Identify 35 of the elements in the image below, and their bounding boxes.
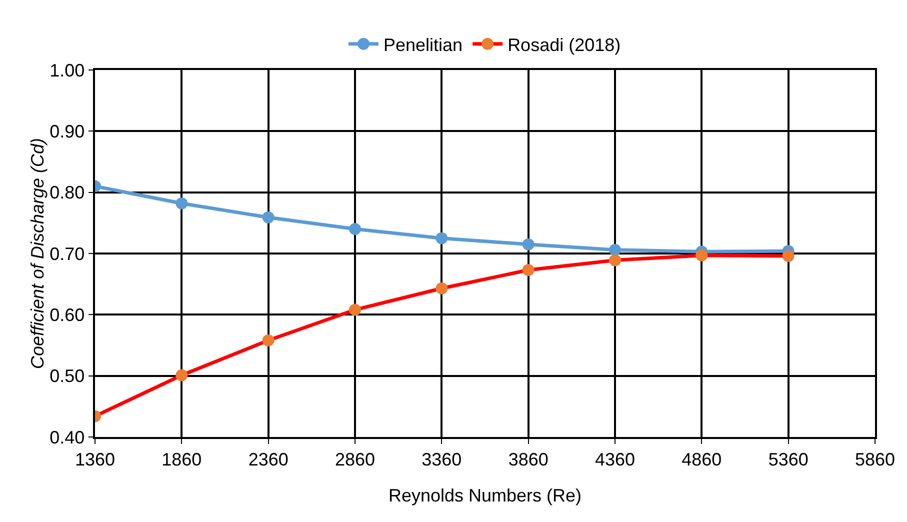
point [609, 244, 621, 256]
y-axis-title: Coefficient of Discharge (Cd) [28, 138, 48, 370]
y-tick-label: 1.00 [50, 60, 85, 80]
x-tick-label: 4860 [682, 449, 722, 470]
point [782, 250, 794, 262]
x-tick-label: 5860 [854, 449, 896, 470]
x-tick-label: 5360 [768, 449, 808, 470]
y-tick-label: 0.90 [50, 121, 85, 142]
legend-label: Penelitian [384, 34, 463, 55]
point [522, 238, 534, 250]
x-tick-label: 3360 [422, 449, 462, 470]
point [436, 232, 448, 244]
point [176, 197, 188, 210]
y-tick-label: 0.40 [50, 427, 85, 448]
point [262, 334, 274, 346]
x-tick-label: 2360 [248, 449, 288, 470]
y-tick-label: 0.70 [50, 244, 85, 264]
point [696, 249, 708, 262]
x-tick-label: 4360 [594, 449, 636, 470]
point [436, 282, 448, 294]
y-tick-label: 0.50 [50, 366, 85, 386]
point [609, 254, 621, 266]
x-tick-label: 3860 [508, 449, 548, 470]
x-axis-title: Reynolds Numbers (Re) [388, 486, 582, 506]
y-tick-label: 0.80 [50, 182, 85, 203]
x-tick-label: 2860 [334, 449, 376, 470]
point [176, 369, 188, 382]
legend-label: Rosadi (2018) [508, 34, 621, 55]
x-tick-label: 1860 [162, 449, 202, 470]
point [349, 223, 361, 236]
x-tick-label: 1360 [74, 449, 116, 470]
point [262, 211, 274, 224]
point [349, 304, 361, 316]
point [522, 264, 534, 276]
y-tick-label: 0.60 [50, 304, 85, 325]
